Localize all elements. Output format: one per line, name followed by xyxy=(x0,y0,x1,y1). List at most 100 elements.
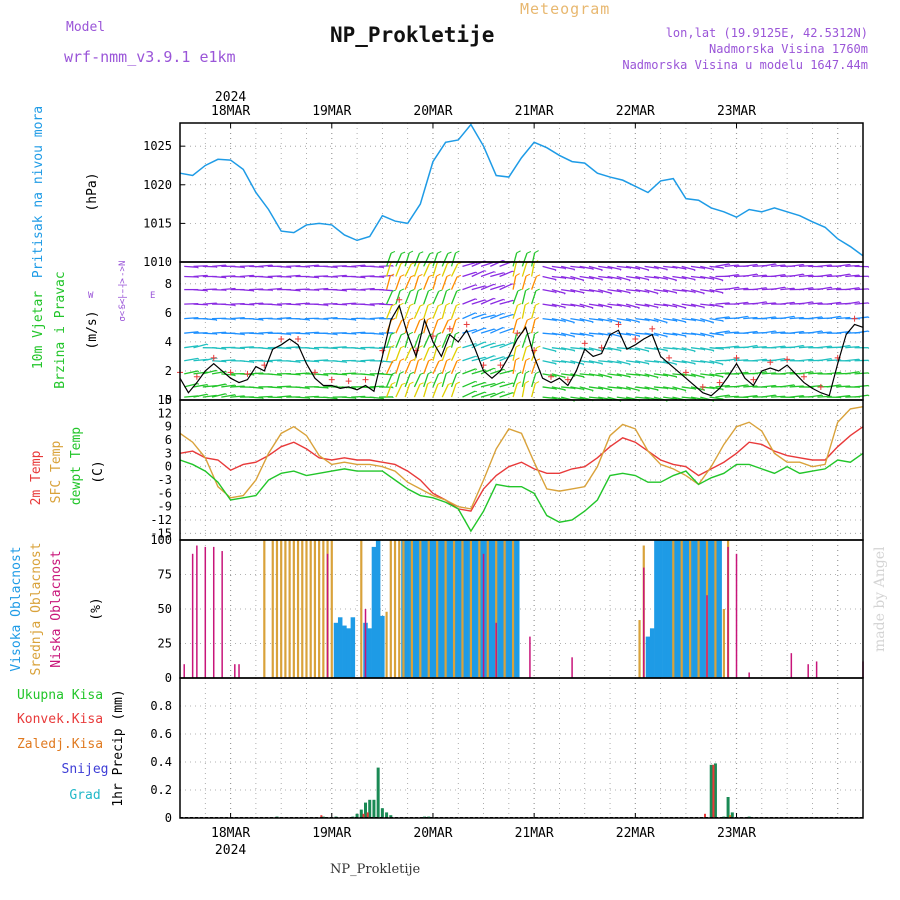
wind-barb xyxy=(230,395,245,398)
cloud-mid-bar xyxy=(284,540,287,678)
wind-barb xyxy=(724,345,739,349)
wind-barb xyxy=(276,317,291,320)
wind-barb-tick xyxy=(564,321,566,323)
wind-barb xyxy=(663,396,678,400)
wind-barb-tick xyxy=(411,262,415,265)
wind-barb-tick xyxy=(849,273,851,276)
wind-barb xyxy=(249,332,264,335)
wind-barb-tick xyxy=(694,375,696,378)
wind-barb-tick xyxy=(475,271,478,274)
y-tick-label: 0 xyxy=(165,811,172,825)
wind-barb-tick xyxy=(858,301,861,304)
cloud-high-bar xyxy=(708,540,714,678)
wind-barb-tick xyxy=(638,335,641,338)
wind-barb xyxy=(570,332,585,336)
wind-barb xyxy=(432,305,439,319)
wind-barb-tick xyxy=(713,291,715,293)
wind-barb xyxy=(423,383,429,398)
wind-barb-tick xyxy=(676,334,678,337)
wind-barb-tick xyxy=(592,278,594,280)
y-tick-label: -15 xyxy=(150,526,172,540)
wind-barb xyxy=(672,288,687,292)
wind-barb xyxy=(276,385,291,388)
wind-barb-tick xyxy=(438,372,443,375)
wind-barb xyxy=(385,275,391,290)
wind-barb xyxy=(561,360,576,364)
wind-barb-tick xyxy=(712,322,715,324)
cloud-label-mid: Srednja Oblacnost xyxy=(29,542,44,675)
wind-barb xyxy=(432,360,440,375)
cloud-high-bar xyxy=(692,540,697,678)
wind-barb xyxy=(404,252,410,267)
wind-barb xyxy=(672,386,687,392)
cloud-low-bar xyxy=(364,609,367,678)
wind-barb xyxy=(551,332,566,337)
cloud-label-high: Visoka Oblacnost xyxy=(9,546,24,671)
wind-barb xyxy=(542,275,557,281)
cloud-mid-bar xyxy=(296,540,300,678)
cloud-high-bar xyxy=(666,540,672,678)
wind-barb xyxy=(598,265,613,270)
wind-barb-tick xyxy=(399,288,405,292)
wind-barb xyxy=(512,275,517,290)
wind-barb-tick xyxy=(494,314,496,317)
date-label-top: 19MAR xyxy=(312,104,351,119)
wind-barb xyxy=(490,272,504,278)
wind-barb-tick xyxy=(675,306,678,309)
wind-barb xyxy=(462,380,476,388)
wind-barb-tick xyxy=(399,302,404,306)
wind-barb xyxy=(413,319,421,334)
wind-barb-tick xyxy=(391,381,396,385)
wind-barb xyxy=(369,317,384,320)
wind-barb xyxy=(480,367,495,375)
wind-barb-tick xyxy=(675,292,678,295)
wind-barb-tick xyxy=(703,389,706,392)
cloud-mid-bar xyxy=(444,540,447,678)
temp-label-dewpt: dewpt Temp xyxy=(69,427,84,505)
wind-barb xyxy=(369,332,384,336)
wind-barb xyxy=(561,303,576,307)
wind-barb xyxy=(432,262,438,277)
wind-barb xyxy=(441,347,448,362)
wind-barb xyxy=(480,355,495,362)
wind-barb-tick xyxy=(197,370,200,373)
wind-barb xyxy=(193,343,208,349)
wind-barb-tick xyxy=(721,279,724,282)
wind-barb-tick xyxy=(629,334,632,337)
wind-barb-tick xyxy=(765,301,768,304)
cloud-mid-bar xyxy=(292,540,295,678)
wind-barb xyxy=(700,360,715,364)
wind-barb xyxy=(480,283,495,291)
wind-barb xyxy=(570,347,585,350)
wind-barb xyxy=(530,305,537,319)
wind-barb xyxy=(715,384,730,388)
wind-axis-title: 10m Vjetar xyxy=(31,291,46,369)
cloud-mid-bar xyxy=(318,540,321,678)
wind-barb xyxy=(761,316,776,320)
y-tick-label: -12 xyxy=(150,513,172,527)
wind-barb xyxy=(798,264,813,268)
wind-barb xyxy=(404,290,411,305)
wind-barb xyxy=(808,394,823,398)
wind-barb xyxy=(616,288,631,294)
cloud-mid-bar xyxy=(436,540,439,678)
wind-barb xyxy=(314,318,329,320)
wind-barb-tick xyxy=(628,279,631,282)
precip-legend-2: Zaledj.Kisa xyxy=(17,737,103,752)
wind-barb-tick xyxy=(722,389,724,391)
wind-barb xyxy=(404,305,411,319)
date-label-top: 20MAR xyxy=(413,104,452,119)
wind-barb xyxy=(332,346,347,349)
wind-barb xyxy=(845,345,860,349)
wind-barb xyxy=(845,274,860,278)
date-label-top: 22MAR xyxy=(616,104,655,119)
wind-barb xyxy=(413,276,420,290)
wind-barb-tick xyxy=(494,383,496,385)
wind-barb-tick xyxy=(446,288,451,292)
wind-barb xyxy=(663,347,678,350)
wind-barb xyxy=(752,371,767,375)
wind-barb xyxy=(690,303,705,309)
wind-barb-tick xyxy=(573,278,576,281)
wind-barb xyxy=(432,319,439,334)
wind-barb-tick xyxy=(554,279,557,281)
